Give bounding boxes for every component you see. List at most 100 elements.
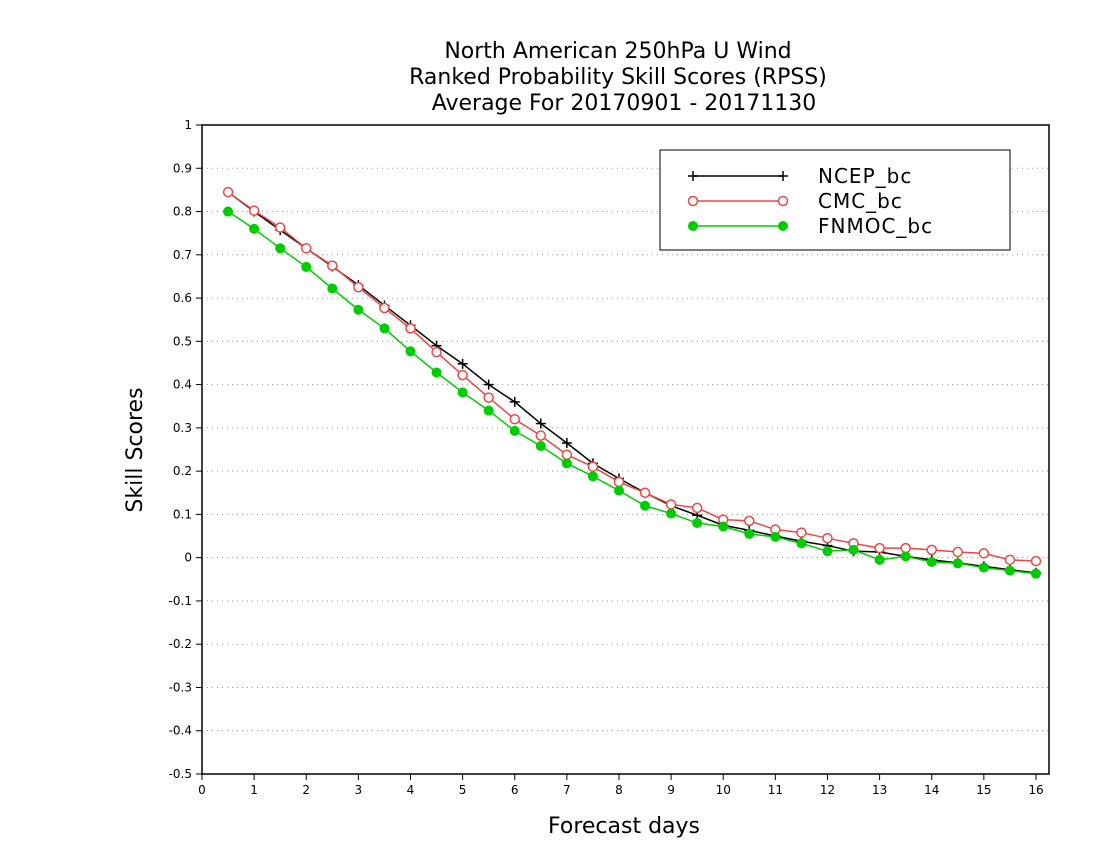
legend-marker [687, 195, 699, 207]
data-point [353, 304, 364, 315]
data-point [457, 369, 468, 381]
x-tick-label: 7 [563, 783, 571, 797]
data-point [613, 485, 624, 496]
data-point [796, 527, 807, 538]
legend-box [659, 149, 1011, 251]
data-point [535, 430, 547, 441]
data-point [300, 243, 312, 254]
data-point [405, 323, 416, 334]
x-axis-ticks: 0 1 2 3 4 5 6 7 8 9 10 11 12 13 14 15 16 [198, 774, 1044, 797]
series-CMC_bc [222, 186, 1042, 567]
x-tick-label: 12 [820, 783, 835, 797]
y-tick-label: -0.5 [169, 767, 192, 781]
data-point [457, 358, 468, 369]
y-tick-label: -0.4 [169, 724, 192, 738]
data-point [744, 515, 755, 527]
data-point [978, 548, 990, 559]
data-point [561, 438, 572, 449]
data-point [509, 396, 520, 407]
plot-frame [201, 124, 1050, 775]
data-point [744, 528, 755, 539]
data-point [535, 418, 546, 429]
data-point [874, 554, 885, 565]
data-point [926, 544, 937, 556]
data-point [561, 458, 572, 469]
series-line [227, 210, 1037, 575]
data-point [1030, 555, 1042, 567]
data-point [405, 346, 416, 357]
title-line-3: Average For 20170901 - 20171130 [432, 91, 817, 116]
legend-label: FNMOC_bc [818, 214, 933, 238]
data-point [222, 186, 234, 198]
data-point [874, 542, 885, 554]
x-tick-label: 3 [355, 783, 363, 797]
data-point [848, 544, 859, 555]
x-tick-label: 10 [716, 783, 731, 797]
y-tick-label: -0.3 [169, 680, 192, 694]
data-point [665, 499, 677, 510]
data-point [691, 502, 703, 514]
y-tick-label: -0.2 [169, 637, 192, 651]
data-point [822, 546, 833, 557]
data-point [483, 392, 494, 403]
y-tick-label: 0 [184, 551, 192, 565]
legend-label: CMC_bc [818, 189, 903, 213]
legend-marker [778, 171, 788, 181]
data-point [561, 449, 573, 460]
x-tick-label: 14 [924, 783, 939, 797]
data-point [926, 556, 937, 567]
data-point [1004, 565, 1015, 576]
x-tick-label: 11 [768, 783, 783, 797]
legend-entry: CMC_bc [687, 189, 903, 213]
data-point [248, 205, 260, 216]
series-FNMOC_bc [223, 206, 1041, 579]
data-point [900, 542, 911, 554]
x-tick-label: 9 [667, 783, 675, 797]
x-tick-label: 5 [459, 783, 467, 797]
y-tick-label: 0.9 [173, 161, 192, 175]
data-point [274, 222, 286, 233]
data-point [613, 476, 625, 488]
series-layer [222, 186, 1042, 579]
data-point [275, 243, 286, 254]
data-point [431, 367, 442, 378]
y-tick-label: 0.3 [173, 421, 192, 435]
x-tick-label: 6 [511, 783, 519, 797]
data-point [353, 282, 364, 293]
y-tick-label: 0.5 [173, 334, 192, 348]
y-tick-label: 0.1 [173, 507, 192, 521]
y-tick-label: 0.8 [173, 205, 192, 219]
x-axis-title: Forecast days [548, 814, 700, 839]
data-point [770, 531, 781, 542]
data-point [379, 302, 390, 314]
gridlines [202, 167, 1049, 732]
legend-entry: FNMOC_bc [688, 214, 933, 238]
data-point [640, 500, 651, 511]
x-tick-label: 4 [407, 783, 415, 797]
data-point [718, 521, 729, 532]
data-point [457, 387, 468, 398]
data-point [978, 562, 989, 573]
y-axis-ticks: 1 0.9 0.8 0.7 0.6 0.5 0.4 0.3 0.2 0.1 0 -0.1 -0.2 -0.… [169, 118, 202, 781]
x-tick-label: 0 [198, 783, 206, 797]
data-point [483, 379, 494, 390]
y-tick-label: 1 [184, 118, 192, 132]
data-point [822, 532, 833, 544]
data-point [1004, 554, 1016, 566]
data-point [223, 206, 234, 217]
data-point [587, 461, 599, 473]
data-point [587, 471, 598, 482]
data-point [327, 283, 338, 294]
data-point [900, 551, 911, 562]
data-point [952, 558, 963, 569]
y-tick-label: 0.4 [173, 378, 192, 392]
title-line-1: North American 250hPa U Wind [444, 39, 791, 64]
chart-title: North American 250hPa U Wind Ranked Prob… [409, 39, 827, 116]
x-tick-label: 8 [615, 783, 623, 797]
data-point [327, 260, 338, 271]
legend-marker [688, 171, 698, 181]
data-point [1030, 568, 1041, 579]
data-point [952, 546, 964, 558]
legend-marker [777, 195, 789, 207]
